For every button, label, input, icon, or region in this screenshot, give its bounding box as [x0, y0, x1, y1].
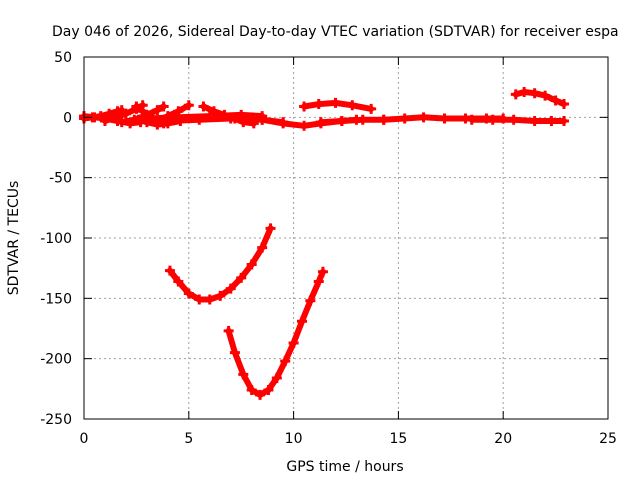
data-point-marker [305, 295, 316, 306]
y-tick-label: 50 [54, 50, 72, 66]
data-point-marker [357, 114, 368, 125]
data-point-marker [540, 90, 551, 101]
chart-title: Day 046 of 2026, Sidereal Day-to-day VTE… [52, 24, 619, 40]
data-point-marker [164, 265, 175, 276]
y-tick-label: -200 [40, 352, 72, 368]
data-point-marker [313, 276, 324, 287]
data-point-marker [487, 114, 498, 125]
data-point-marker [99, 115, 110, 126]
data-point-marker [347, 100, 358, 111]
x-tick-label: 25 [599, 431, 617, 447]
data-point-marker [223, 325, 234, 336]
x-axis-label: GPS time / hours [286, 459, 403, 475]
series-arc-17 [164, 223, 276, 305]
data-point-marker [255, 389, 266, 400]
data-point-marker [278, 118, 289, 129]
data-point-marker [366, 103, 377, 114]
series-line [317, 116, 387, 126]
data-point-marker [288, 337, 299, 348]
series-arc-16 [510, 86, 569, 110]
data-point-marker [529, 88, 540, 99]
x-tick-label: 10 [285, 431, 303, 447]
data-point-marker [120, 108, 131, 119]
data-point-marker [466, 114, 477, 125]
data-point-marker [546, 115, 557, 126]
data-point-marker [183, 288, 194, 299]
data-point-marker [116, 117, 127, 128]
data-point-marker [141, 113, 152, 124]
data-point-marker [152, 105, 163, 116]
x-tick-label: 20 [494, 431, 512, 447]
y-axis-label: SDTVAR / TECUs [6, 181, 22, 296]
data-point-marker [315, 117, 326, 128]
data-point-marker [508, 114, 519, 125]
data-point-marker [236, 109, 247, 120]
data-point-marker [204, 294, 215, 305]
data-point-marker [225, 283, 236, 294]
data-point-marker [198, 101, 209, 112]
data-point-marker [257, 242, 268, 253]
data-point-marker [313, 99, 324, 110]
series-arc-13 [299, 97, 377, 114]
data-point-marker [173, 276, 184, 287]
data-point-marker [529, 115, 540, 126]
data-point-marker [265, 223, 276, 234]
data-point-marker [257, 114, 268, 125]
data-point-marker [519, 86, 530, 97]
data-point-marker [110, 112, 121, 123]
series-arc-18 [223, 266, 328, 400]
data-point-marker [131, 101, 142, 112]
data-point-marker [280, 356, 291, 367]
series-arc-15 [466, 114, 569, 126]
y-tick-label: -50 [49, 171, 72, 187]
y-tick-label: -250 [40, 412, 72, 428]
data-point-marker [246, 259, 257, 270]
data-point-marker [215, 290, 226, 301]
data-point-marker [299, 101, 310, 112]
data-point-marker [246, 385, 257, 396]
data-point-marker [271, 372, 282, 383]
data-point-marker [296, 316, 307, 327]
data-point-marker [173, 112, 184, 123]
data-point-marker [378, 114, 389, 125]
data-point-marker [418, 112, 429, 123]
x-tick-label: 5 [184, 431, 193, 447]
data-point-marker [158, 101, 169, 112]
y-tick-label: -150 [40, 291, 72, 307]
data-point-marker [550, 95, 561, 106]
data-point-marker [263, 385, 274, 396]
data-point-marker [183, 100, 194, 111]
data-point-marker [439, 113, 450, 124]
x-tick-label: 15 [389, 431, 407, 447]
series-layer [79, 86, 569, 400]
data-point-marker [236, 272, 247, 283]
data-point-marker [137, 106, 148, 117]
data-point-marker [336, 115, 347, 126]
data-point-marker [399, 113, 410, 124]
data-point-marker [510, 89, 521, 100]
data-point-marker [330, 97, 341, 108]
axis-ticks: 0 5 10 15 20 25 -250 -200 -150 -100 -50 0 50 [40, 50, 617, 447]
data-point-marker [133, 114, 144, 125]
y-tick-label: -100 [40, 231, 72, 247]
data-point-marker [194, 294, 205, 305]
data-point-marker [558, 115, 569, 126]
data-point-marker [204, 111, 215, 122]
data-point-marker [238, 369, 249, 380]
data-point-marker [558, 99, 569, 110]
y-tick-label: 0 [63, 110, 72, 126]
x-tick-label: 0 [80, 431, 89, 447]
data-point-marker [317, 266, 328, 277]
series-arc-10 [141, 109, 268, 124]
data-point-marker [299, 120, 310, 131]
data-point-marker [229, 347, 240, 358]
